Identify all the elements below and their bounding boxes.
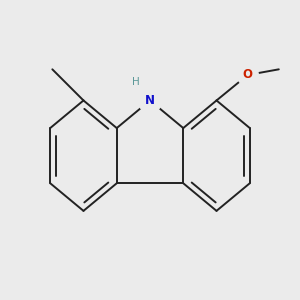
Circle shape xyxy=(237,64,258,86)
Text: N: N xyxy=(145,94,155,107)
Circle shape xyxy=(138,88,162,112)
Text: O: O xyxy=(243,68,253,82)
Text: H: H xyxy=(132,77,140,87)
